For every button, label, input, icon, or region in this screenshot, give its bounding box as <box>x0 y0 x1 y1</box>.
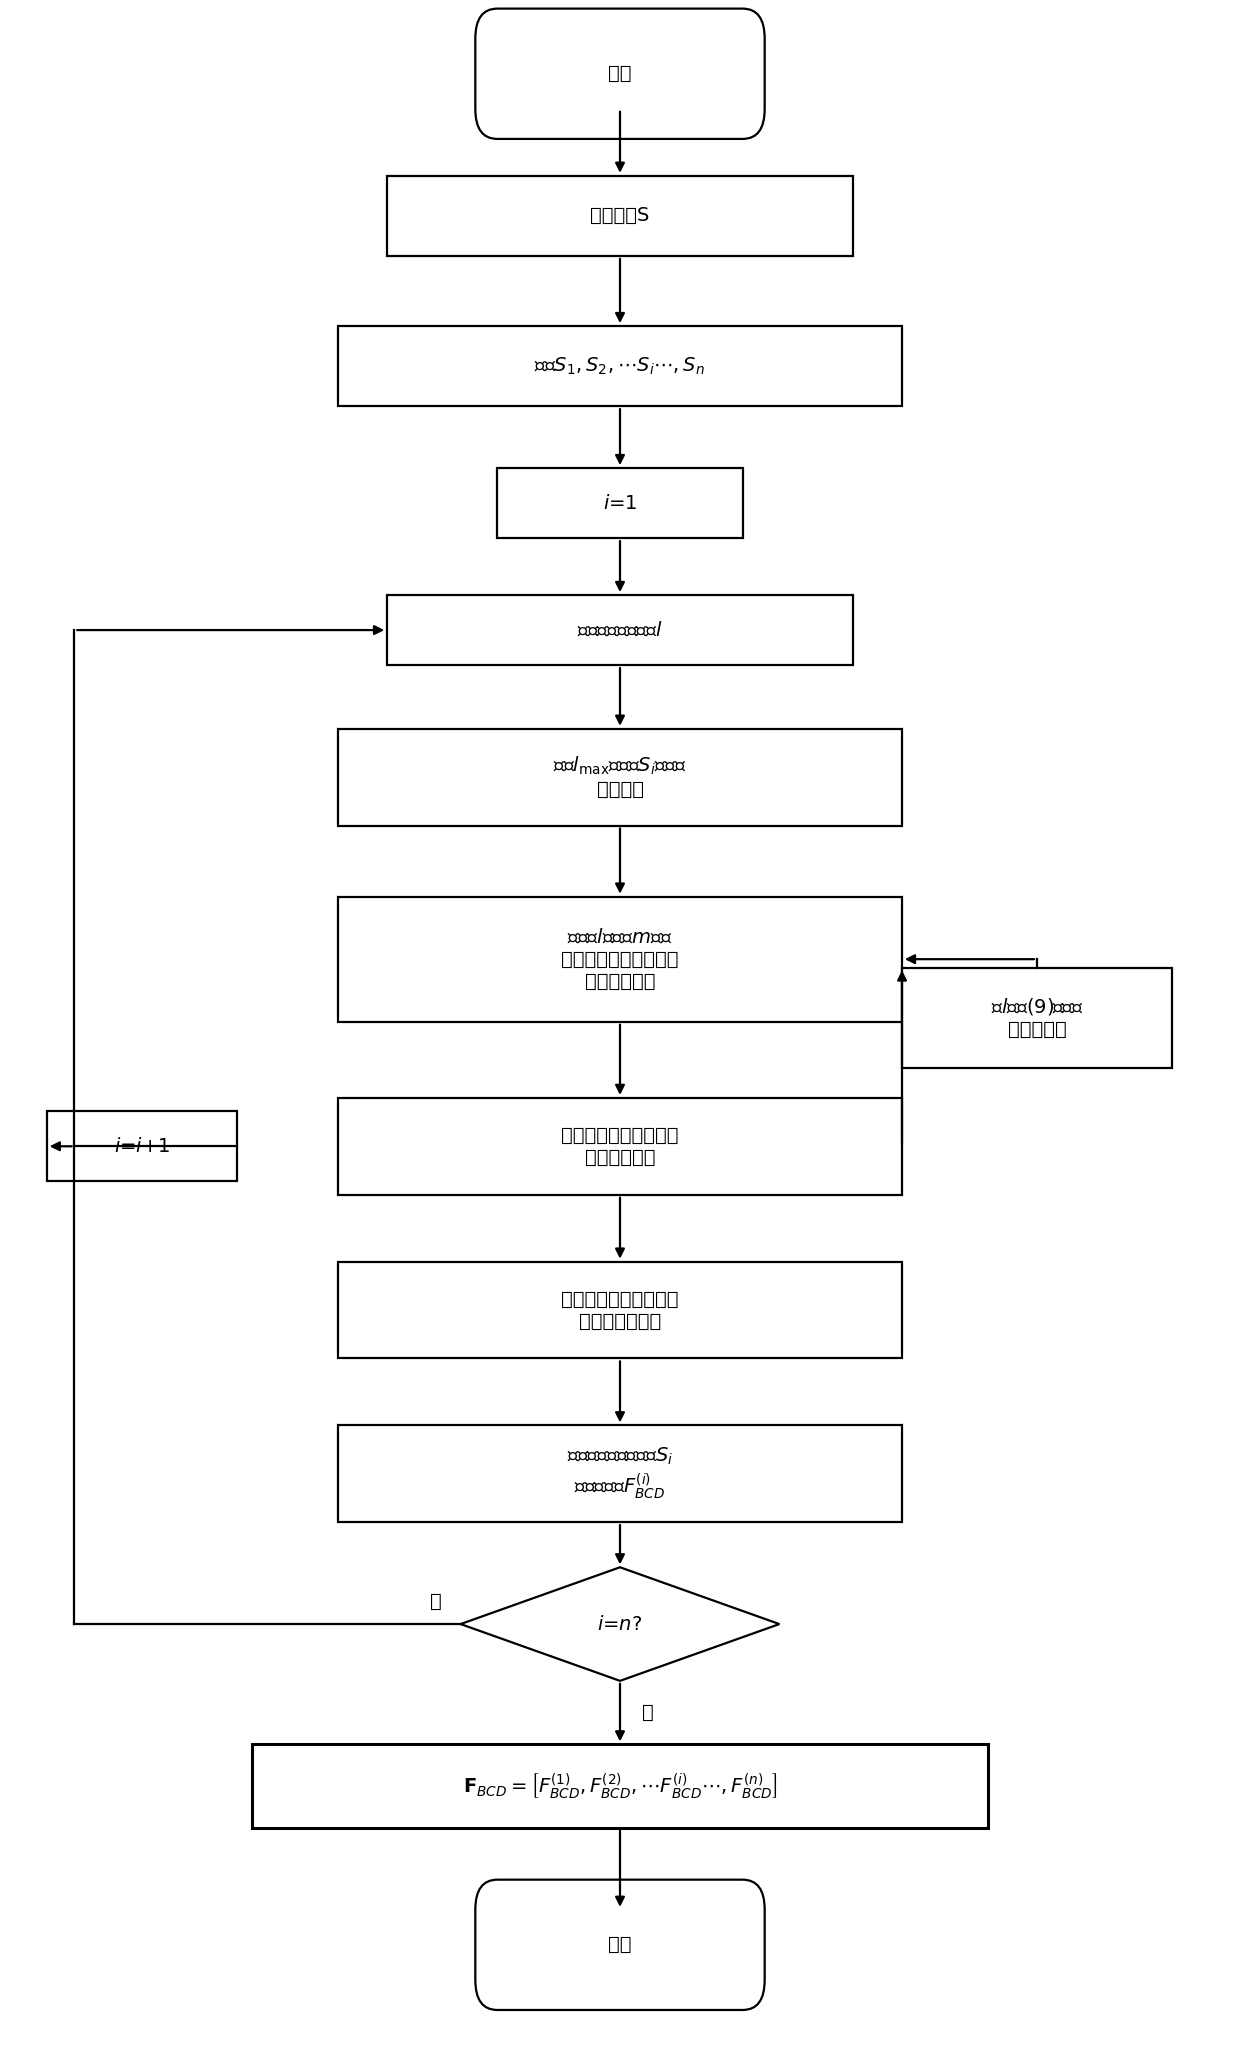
FancyBboxPatch shape <box>475 1880 765 2011</box>
Bar <box>387 595 853 665</box>
Bar <box>339 897 901 1022</box>
Text: $i$=1: $i$=1 <box>603 495 637 513</box>
Text: 以边长$l$划分为$m$个条
带，统计各条带内信号
占有的方格数: 以边长$l$划分为$m$个条 带，统计各条带内信号 占有的方格数 <box>562 928 678 991</box>
Text: $i$=$n$?: $i$=$n$? <box>598 1615 642 1633</box>
Bar <box>339 728 901 825</box>
Text: 记录直线斜率，即为$S_i$
的盒维数值$F_{BCD}^{(i)}$: 记录直线斜率，即为$S_i$ 的盒维数值$F_{BCD}^{(i)}$ <box>567 1447 673 1502</box>
Text: 开始: 开始 <box>609 64 631 84</box>
Text: 结束: 结束 <box>609 1935 631 1954</box>
Text: 取对数后，使用最小二
乘法作线性拟合: 取对数后，使用最小二 乘法作线性拟合 <box>562 1289 678 1330</box>
Text: 输入信号S: 输入信号S <box>590 207 650 226</box>
Bar <box>252 1744 988 1828</box>
Text: 确定$l_{\rm max}$，并对$S_i$预处理
和重采样: 确定$l_{\rm max}$，并对$S_i$预处理 和重采样 <box>553 755 687 798</box>
Text: 统计总方格数，并记录
此时方格边长: 统计总方格数，并记录 此时方格边长 <box>562 1127 678 1168</box>
Text: 令$l$按式(9)所示指
数规律变化: 令$l$按式(9)所示指 数规律变化 <box>991 995 1084 1038</box>
Text: 是: 是 <box>642 1703 653 1722</box>
Bar <box>339 1426 901 1523</box>
Text: 分为$S_1,S_2,\cdots S_i\cdots,S_n$: 分为$S_1,S_2,\cdots S_i\cdots,S_n$ <box>534 355 706 378</box>
Text: 设定初始方格边长$l$: 设定初始方格边长$l$ <box>577 620 663 640</box>
Bar <box>47 1112 237 1182</box>
Text: 否: 否 <box>430 1592 443 1611</box>
FancyBboxPatch shape <box>475 8 765 140</box>
Bar <box>339 326 901 406</box>
Polygon shape <box>460 1568 780 1681</box>
Text: $i$=$i$+1: $i$=$i$+1 <box>114 1137 170 1155</box>
Bar <box>339 1098 901 1194</box>
Bar <box>339 1262 901 1358</box>
Bar <box>387 176 853 256</box>
Bar <box>497 468 743 538</box>
Bar <box>901 969 1172 1067</box>
Text: $\mathbf{F}_{BCD}=\left[F_{BCD}^{(1)},F_{BCD}^{(2)},\cdots F_{BCD}^{(i)}\cdots,F: $\mathbf{F}_{BCD}=\left[F_{BCD}^{(1)},F_… <box>463 1771 777 1802</box>
